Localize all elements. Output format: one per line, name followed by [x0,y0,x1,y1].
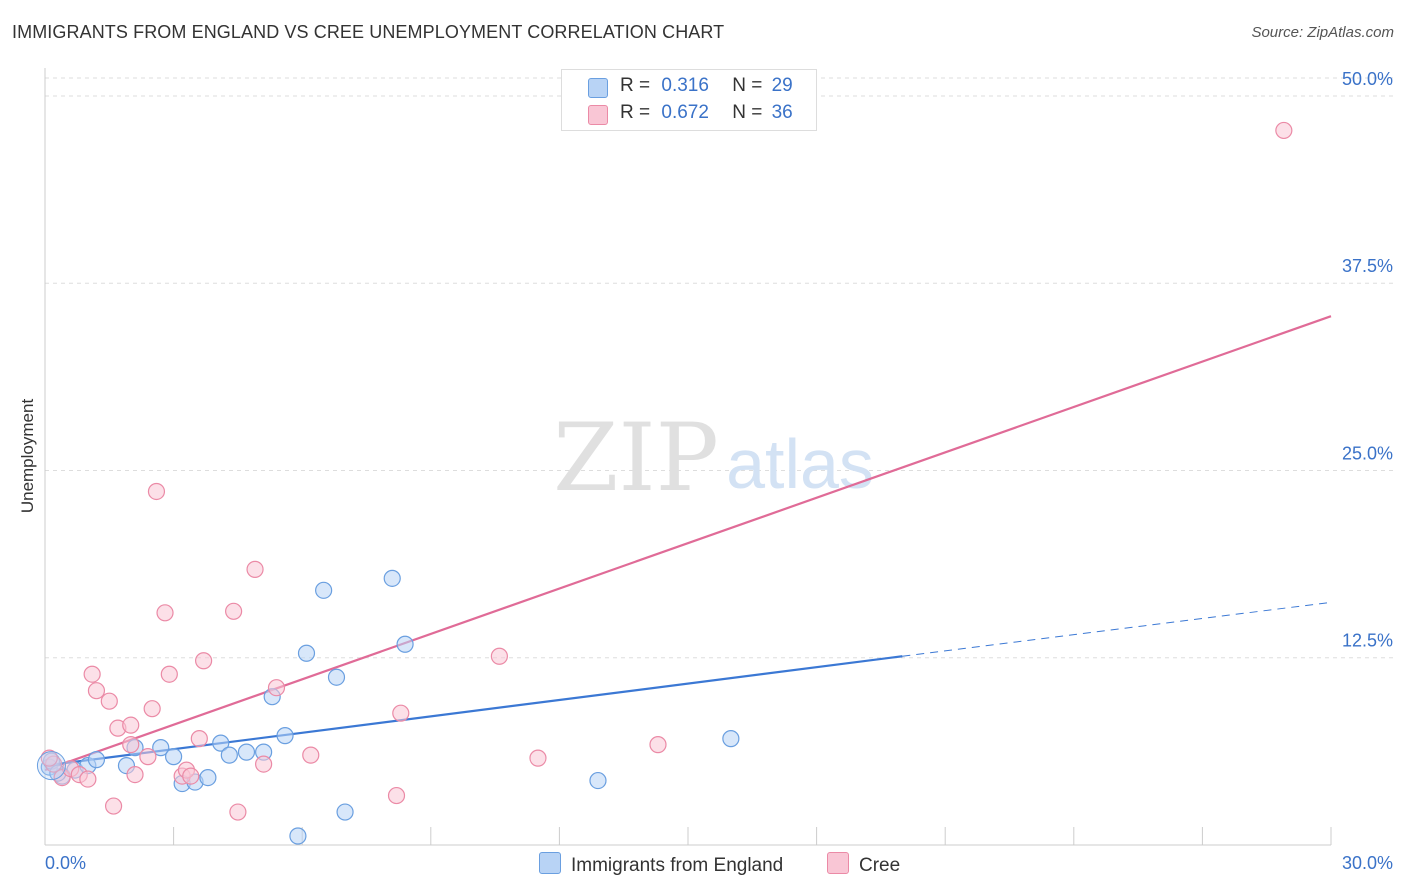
cree-point [156,604,174,622]
england-point [165,748,183,766]
england-point [220,746,238,764]
y-tick-label: 50.0% [1342,69,1393,89]
watermark-atlas: atlas [726,425,874,503]
trend-lines [44,315,1332,772]
n-value: 36 [771,102,793,123]
cree-legend-label: Cree [859,855,901,876]
england-point [396,635,414,653]
england-point-cluster [36,751,66,781]
source-label: Source: ZipAtlas.com [1251,24,1394,41]
cree-point [649,736,667,754]
cree-swatch [588,105,608,125]
data-points [36,121,1293,845]
england-legend-swatch [539,852,561,874]
england-point [722,730,740,748]
england-point [152,739,170,757]
england-point [297,644,316,662]
cree-point [529,749,547,767]
cree-point [190,730,208,748]
correlation-legend: R = 0.316 N = 29 R = 0.672 N = 36 [561,69,817,131]
cree-point [490,647,508,665]
r-label: R = [620,102,651,123]
england-point [199,768,217,787]
bottom-legend-england: Immigrants from England [539,852,783,877]
england-trend-extension [902,601,1332,657]
cree-point [302,746,320,764]
cree-point [182,767,200,785]
x-ticks [173,827,1332,845]
cree-point [1275,121,1293,140]
r-value: 0.316 [661,75,709,96]
cree-point [122,716,140,734]
england-point [87,751,106,769]
england-point [383,569,401,587]
cree-point [267,679,286,697]
cree-point [40,749,58,767]
cree-point [83,665,101,683]
r-label: R = [620,75,651,96]
england-swatch [588,78,608,98]
cree-point [139,748,157,766]
cree-point [100,692,118,710]
cree-point [160,665,178,683]
watermark: ZIP atlas [553,404,874,513]
watermark-zip: ZIP [553,404,719,513]
cree-point [87,682,106,700]
cree-point [392,704,410,722]
y-tick-labels: 12.5% 25.0% 37.5% 50.0% [1342,69,1393,651]
cree-point [104,797,123,815]
n-label: N = [732,102,763,123]
cree-point [147,482,166,501]
england-point [327,668,346,686]
england-point [589,771,607,790]
england-point [289,827,307,845]
cree-point [126,765,144,784]
r-value: 0.672 [661,102,709,123]
x-tick-label-max: 30.0% [1342,853,1393,873]
n-value: 29 [771,75,793,96]
cree-point [79,770,97,788]
cree-point [246,560,264,578]
legend-row-england-text: R = 0.316 N = 29 [620,75,793,97]
chart-title: IMMIGRANTS FROM ENGLAND VS CREE UNEMPLOY… [12,22,725,42]
england-point [212,734,230,752]
cree-point [122,736,140,754]
cree-legend-swatch [827,852,849,874]
england-point [276,727,294,745]
cree-point [255,755,273,773]
bottom-legend-cree: Cree [827,852,900,877]
cree-point [225,602,243,620]
cree-trend-line [44,315,1332,772]
x-tick-label-min: 0.0% [45,853,86,873]
cree-point [387,786,406,805]
cree-point [229,803,247,821]
england-trend-line [44,655,903,767]
england-point [336,803,354,821]
england-legend-label: Immigrants from England [571,855,784,876]
y-tick-label: 37.5% [1342,256,1393,276]
n-label: N = [732,75,763,96]
england-point [315,581,333,599]
cree-point [143,700,161,718]
england-point [237,743,256,761]
y-tick-label: 25.0% [1342,443,1393,463]
y-tick-label: 12.5% [1342,631,1393,651]
legend-row-cree-text: R = 0.672 N = 36 [620,102,793,124]
cree-point [195,652,213,670]
